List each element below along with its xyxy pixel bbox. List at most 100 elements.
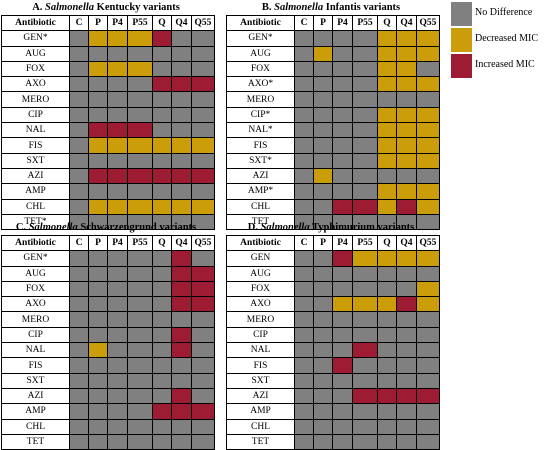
column-header-antibiotic: Antibiotic <box>226 14 295 32</box>
heatmap-cell <box>396 91 417 108</box>
heatmap-cell <box>352 183 378 200</box>
heatmap-cell <box>127 45 153 62</box>
heatmap-cell <box>69 357 89 374</box>
column-header-c: C <box>69 234 89 252</box>
heatmap-cell <box>171 326 192 344</box>
legend-swatch <box>451 54 472 78</box>
heatmap-cell <box>88 30 108 47</box>
heatmap-cell <box>171 387 192 405</box>
heatmap-cell <box>107 122 128 139</box>
column-header-antibiotic: Antibiotic <box>1 234 70 252</box>
heatmap-cell <box>69 372 89 389</box>
heatmap-cell <box>152 357 172 374</box>
legend-swatch <box>451 2 472 26</box>
heatmap-cell <box>69 30 89 47</box>
heatmap-cell <box>396 183 417 200</box>
heatmap-cell <box>69 342 89 359</box>
heatmap-cell <box>107 198 128 215</box>
heatmap-cell <box>88 183 108 200</box>
heatmap-cell <box>396 198 417 215</box>
heatmap-cell <box>416 372 440 389</box>
table-row: SXT* <box>226 152 440 169</box>
heatmap-cell <box>127 198 153 215</box>
heatmap-cell <box>107 30 128 47</box>
antibiotic-label: SXT <box>1 372 70 389</box>
antibiotic-label: AMP <box>1 183 70 200</box>
antibiotic-label: AMP <box>226 403 295 420</box>
heatmap-cell <box>171 106 192 124</box>
heatmap-cell <box>127 137 153 154</box>
heatmap-cell <box>69 403 89 420</box>
heatmap-cell <box>416 137 440 154</box>
column-header-p: P <box>88 14 108 32</box>
heatmap-cell <box>127 372 153 389</box>
heatmap-cell <box>69 45 89 62</box>
heatmap-cell <box>396 357 417 374</box>
heatmap-cell <box>152 296 172 313</box>
heatmap-cell <box>294 296 314 313</box>
column-header-q4: Q4 <box>171 234 192 252</box>
column-header-q: Q <box>152 14 172 32</box>
column-header-q55: Q55 <box>191 14 215 32</box>
heatmap-cell <box>332 357 353 374</box>
heatmap-cell <box>191 265 215 282</box>
heatmap-cell <box>352 30 378 47</box>
heatmap-cell <box>191 342 215 359</box>
heatmap-cell <box>152 137 172 154</box>
antibiotic-label: GEN <box>226 250 295 267</box>
heatmap-cell <box>313 250 333 267</box>
antibiotic-label: AUG <box>1 265 70 282</box>
heatmap-cell <box>127 265 153 282</box>
table-row: AUG <box>1 45 215 62</box>
heatmap-cell <box>69 152 89 169</box>
antibiotic-label: CHL <box>1 418 70 435</box>
heatmap-cell <box>294 106 314 124</box>
heatmap-cell <box>313 91 333 108</box>
heatmap-cell <box>332 30 353 47</box>
heatmap-cell <box>191 183 215 200</box>
heatmap-cell <box>191 45 215 62</box>
column-header-antibiotic: Antibiotic <box>1 14 70 32</box>
heatmap-cell <box>171 342 192 359</box>
heatmap-cell <box>332 76 353 93</box>
heatmap-cell <box>127 60 153 78</box>
heatmap-cell <box>294 326 314 344</box>
column-header-q4: Q4 <box>171 14 192 32</box>
heatmap-cell <box>127 213 153 231</box>
heatmap-cell <box>377 152 397 169</box>
heatmap-cell <box>294 91 314 108</box>
antibiotic-label: TET <box>226 433 295 450</box>
heatmap-cell <box>152 403 172 420</box>
table-row: NAL <box>1 342 215 359</box>
table-row: AZI <box>1 387 215 405</box>
heatmap-cell <box>294 122 314 139</box>
table-row: AXO <box>226 296 440 313</box>
heatmap-cell <box>416 122 440 139</box>
heatmap-cell <box>396 213 417 231</box>
heatmap-cell <box>377 167 397 185</box>
heatmap-cell <box>171 403 192 420</box>
heatmap-cell <box>416 387 440 405</box>
column-header-q4: Q4 <box>396 14 417 32</box>
heatmap-cell <box>377 387 397 405</box>
panel-genus: Salmonella <box>274 2 324 13</box>
heatmap-cell <box>332 418 353 435</box>
heatmap-cell <box>107 326 128 344</box>
antibiotic-label: NAL <box>1 342 70 359</box>
table-row: MERO <box>1 91 215 108</box>
table-row: AMP* <box>226 183 440 200</box>
heatmap-cell <box>396 30 417 47</box>
heatmap-cell <box>377 418 397 435</box>
heatmap-cell <box>191 311 215 328</box>
heatmap-cell <box>313 30 333 47</box>
heatmap-cell <box>88 387 108 405</box>
heatmap-cell <box>107 433 128 450</box>
heatmap-cell <box>396 403 417 420</box>
column-header-p: P <box>313 234 333 252</box>
heatmap-cell <box>332 403 353 420</box>
heatmap-cell <box>152 250 172 267</box>
heatmap-cell <box>171 198 192 215</box>
heatmap-cell <box>191 296 215 313</box>
table-row: AUG <box>226 45 440 62</box>
heatmap-cell <box>352 418 378 435</box>
